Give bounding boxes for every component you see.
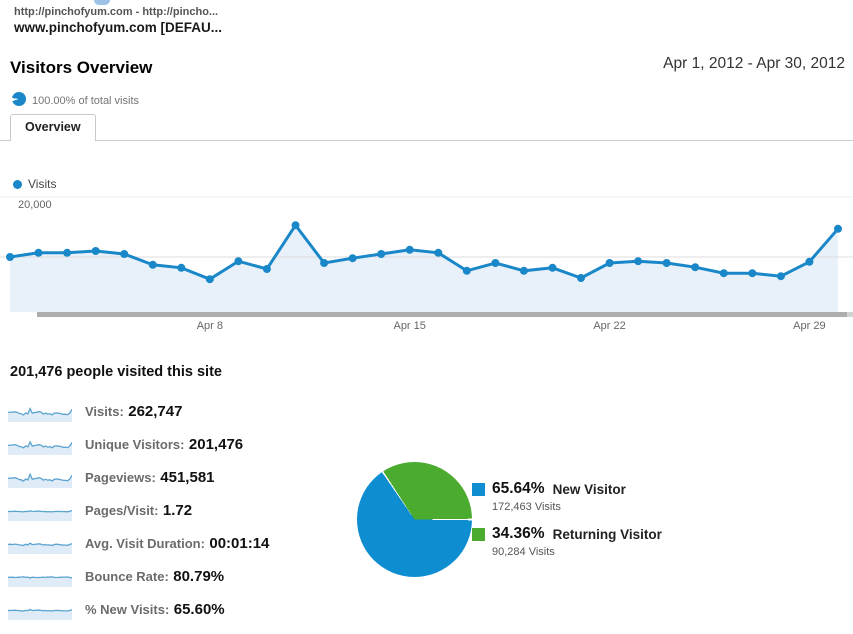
visits-legend-dot-icon [13,179,22,189]
metric-label: Unique Visitors: [85,437,185,452]
metric-label: % New Visits: [85,602,170,617]
returning-visitor-visits: 90,284 Visits [492,546,555,558]
metric-text: Pages/Visit: 1.72 [85,502,192,520]
metric-row: Bounce Rate: 80.79% [8,567,269,587]
metric-sparkline [8,407,72,422]
metric-row: Pages/Visit: 1.72 [8,501,269,521]
returning-visitor-label: Returning Visitor [552,526,662,542]
y-axis-tick-label: 20,000 [18,199,52,211]
metric-sparkline [8,472,72,488]
tab-bar-divider [0,140,853,141]
metric-sparkline [8,576,72,587]
new-visitor-visits: 172,463 Visits [492,501,561,513]
metrics-list: Visits: 262,747 Unique Visitors: 201,476 P… [8,402,269,633]
x-axis-tick-label: Apr 29 [793,320,826,332]
metric-sparkline [8,608,72,620]
metric-value: 262,747 [128,403,183,420]
metric-text: Bounce Rate: 80.79% [85,568,224,586]
x-axis-tick-label: Apr 22 [593,320,626,332]
metric-row: Pageviews: 451,581 [8,468,269,488]
account-breadcrumb: http://pinchofyum.com - http://pincho... [14,6,219,18]
metric-value: 00:01:14 [209,535,270,552]
new-visitor-label: New Visitor [552,481,626,497]
metric-label: Pageviews: [85,470,156,485]
metric-value: 201,476 [188,436,244,453]
visitor-type-pie-chart [357,462,472,577]
visits-legend-label: Visits [28,177,57,191]
x-axis-tick-label: Apr 15 [393,320,426,332]
metric-text: Visits: 262,747 [85,403,182,421]
metric-value: 1.72 [162,502,193,519]
metric-value: 451,581 [160,469,215,486]
chart-legend: Visits [13,177,56,191]
metric-label: Pages/Visit: [85,503,159,518]
metric-row: Unique Visitors: 201,476 [8,435,269,455]
metric-text: Avg. Visit Duration: 00:01:14 [85,535,269,553]
metric-text: Unique Visitors: 201,476 [85,436,243,454]
new-visitor-percent: 65.64% [492,480,545,497]
metric-text: % New Visits: 65.60% [85,601,225,619]
segment-note: 100.00% of total visits [32,95,140,107]
segment-pie-icon [12,92,26,106]
metric-row: % New Visits: 65.60% [8,600,269,620]
returning-visitor-swatch-icon [472,527,485,541]
metric-text: Pageviews: 451,581 [85,469,215,487]
timeline-slider[interactable] [37,312,847,317]
pie-legend-entry-new-visitor: 65.64% New Visitor 172,463 Visits [472,480,662,513]
tab-overview[interactable]: Overview [10,114,96,141]
metric-value: 65.60% [173,601,225,618]
metric-row: Visits: 262,747 [8,402,269,422]
pie-legend: 65.64% New Visitor 172,463 Visits 34.36%… [472,480,662,570]
metric-value: 80.79% [173,568,225,585]
profile-breadcrumb: www.pinchofyum.com [DEFAU... [14,20,223,35]
date-range-selector[interactable]: Apr 1, 2012 - Apr 30, 2012 [663,55,845,72]
visitors-headline: 201,476 people visited this site [10,364,222,380]
x-axis-tick-label: Apr 8 [196,320,223,332]
metric-sparkline [8,542,72,554]
new-visitor-swatch-icon [472,482,485,496]
page-title: Visitors Overview [10,58,153,77]
metric-sparkline [8,440,72,455]
metric-sparkline [8,509,72,521]
metric-row: Avg. Visit Duration: 00:01:14 [8,534,269,554]
timeline-slider-cap[interactable] [847,312,853,317]
metric-label: Bounce Rate: [85,569,169,584]
visits-line-chart [0,196,853,312]
pie-legend-entry-returning-visitor: 34.36% Returning Visitor 90,284 Visits [472,525,662,558]
metric-label: Visits: [85,404,124,419]
cropped-ui-fragment [94,0,110,5]
x-axis-labels: Apr 8 Apr 15 Apr 22 Apr 29 [0,320,853,334]
returning-visitor-percent: 34.36% [492,525,545,542]
metric-label: Avg. Visit Duration: [85,536,205,551]
